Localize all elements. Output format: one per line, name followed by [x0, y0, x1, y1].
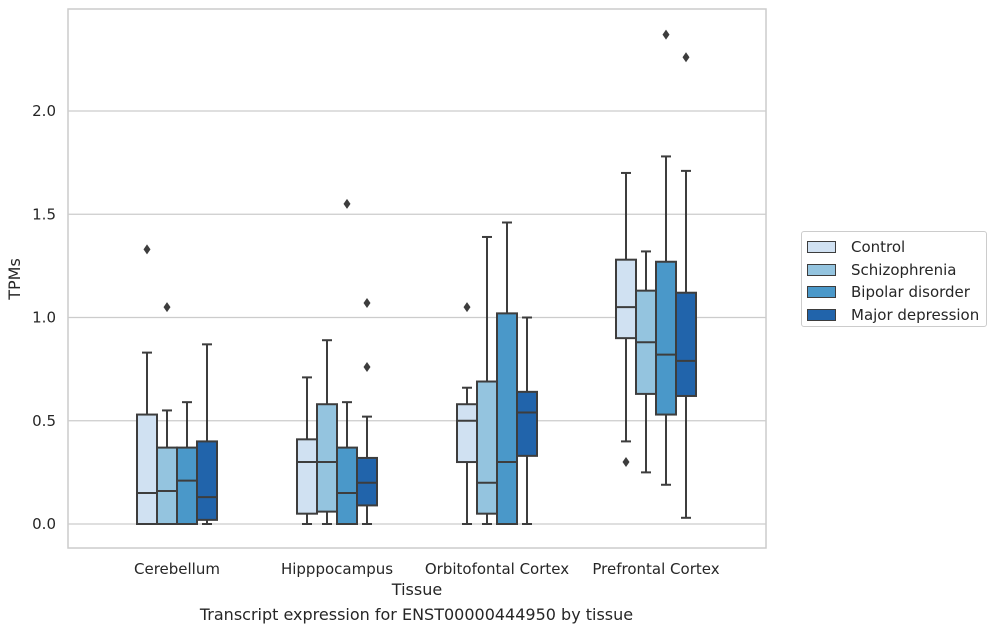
- outlier-point: [463, 302, 471, 313]
- box-schizophrenia: [635, 250, 657, 474]
- y-axis-tick-labels: 0.0 0.5 1.0 1.5 2.0: [32, 102, 56, 533]
- box-major-depression: [675, 52, 697, 519]
- y-tick-label: 0.5: [32, 412, 56, 430]
- box-control: [615, 171, 637, 468]
- box-iqr: [296, 438, 318, 515]
- y-tick-label: 0.0: [32, 515, 56, 533]
- box-major-depression: [196, 343, 218, 525]
- legend: Control Schizophrenia Bipolar disorder Majo…: [801, 231, 987, 327]
- x-tick-label: Orbitofontal Cortex: [425, 560, 569, 578]
- box-iqr: [336, 446, 358, 525]
- x-axis-label: Tissue: [391, 580, 442, 599]
- box-iqr: [476, 380, 498, 515]
- x-tick-label: Hipppocampus: [281, 560, 393, 578]
- x-tick-label: Prefrontal Cortex: [592, 560, 719, 578]
- outlier-point: [682, 52, 690, 63]
- legend-item: Schizophrenia: [807, 259, 986, 282]
- box-iqr: [675, 291, 697, 397]
- y-axis-label: TPMs: [5, 258, 24, 301]
- legend-label: Schizophrenia: [851, 260, 957, 279]
- outlier-point: [363, 298, 371, 309]
- y-tick-label: 1.5: [32, 205, 56, 223]
- chart-caption: Transcript expression for ENST0000044495…: [199, 605, 634, 624]
- box-iqr: [316, 403, 338, 513]
- box-control: [456, 302, 478, 525]
- box-iqr: [196, 440, 218, 521]
- box-major-depression: [356, 298, 378, 525]
- outlier-point: [363, 362, 371, 373]
- box-plot-series: [136, 29, 697, 525]
- box-control: [296, 376, 318, 525]
- legend-swatch: [807, 286, 836, 299]
- box-iqr: [655, 260, 677, 416]
- y-tick-label: 2.0: [32, 102, 56, 120]
- box-iqr: [496, 312, 518, 525]
- legend-label: Major depression: [851, 305, 980, 324]
- legend-label: Bipolar disorder: [851, 283, 970, 302]
- outlier-point: [622, 457, 630, 468]
- legend-label: Control: [851, 238, 906, 257]
- box-bipolar-disorder: [176, 401, 198, 525]
- legend-swatch: [807, 308, 836, 321]
- legend-swatch: [807, 263, 836, 276]
- outlier-point: [343, 198, 351, 209]
- box-iqr: [156, 446, 178, 525]
- legend-swatch: [807, 241, 836, 254]
- box-bipolar-disorder: [655, 29, 677, 486]
- box-iqr: [456, 403, 478, 464]
- y-tick-label: 1.0: [32, 309, 56, 327]
- box-iqr: [136, 413, 158, 525]
- box-major-depression: [516, 316, 538, 525]
- outlier-point: [662, 29, 670, 40]
- box-schizophrenia: [476, 235, 498, 525]
- box-iqr: [176, 446, 198, 525]
- outlier-point: [143, 244, 151, 255]
- legend-item: Bipolar disorder: [807, 281, 986, 304]
- box-schizophrenia: [156, 302, 178, 525]
- box-iqr: [615, 258, 637, 340]
- legend-item: Major depression: [807, 304, 986, 327]
- legend-item: Control: [807, 236, 986, 259]
- x-tick-label: Cerebellum: [134, 560, 220, 578]
- plot-frame: [67, 8, 767, 549]
- outlier-point: [163, 302, 171, 313]
- box-schizophrenia: [316, 339, 338, 525]
- box-bipolar-disorder: [336, 198, 358, 525]
- x-axis-tick-labels: Cerebellum Hipppocampus Orbitofontal Corte…: [134, 560, 720, 578]
- box-iqr: [356, 456, 378, 507]
- box-control: [136, 244, 158, 525]
- gridlines: [68, 110, 766, 525]
- box-iqr: [516, 390, 538, 457]
- box-bipolar-disorder: [496, 221, 518, 525]
